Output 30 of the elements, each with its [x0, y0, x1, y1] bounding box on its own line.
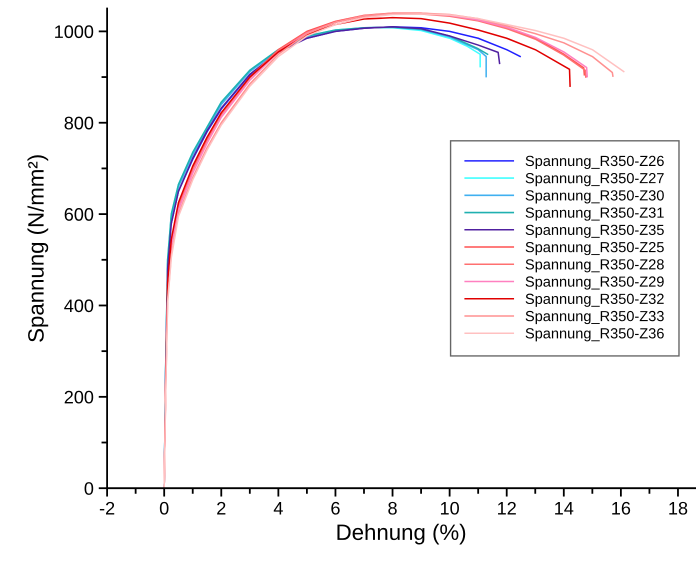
- legend-label: Spannung_R350-Z32: [526, 294, 664, 307]
- y-axis-title: Spannung (N/mm²): [27, 155, 48, 342]
- y-tick-label: 800: [64, 116, 94, 130]
- legend-label: Spannung_R350-Z33: [526, 310, 664, 324]
- x-tick-label: -2: [100, 502, 114, 514]
- y-tick-label: 1000: [55, 25, 94, 38]
- legend-label: Spannung_R350-Z25: [526, 242, 664, 256]
- legend-label: Spannung_R350-Z27: [526, 172, 664, 186]
- y-tick-label: 400: [64, 299, 94, 312]
- legend-label: Spannung_R350-Z31: [526, 207, 664, 221]
- x-tick-label: 16: [612, 502, 630, 515]
- legend-label: Spannung_R350-Z28: [526, 259, 664, 272]
- x-tick-label: 6: [331, 502, 340, 515]
- x-tick-label: 14: [555, 502, 574, 514]
- legend-label: Spannung_R350-Z29: [526, 276, 664, 290]
- y-tick-label: 0: [84, 482, 94, 495]
- y-tick-label: 600: [64, 208, 94, 221]
- y-tick-label: 200: [64, 390, 94, 404]
- legend-label: Spannung_R350-Z35: [526, 224, 664, 238]
- legend-label: Spannung_R350-Z36: [526, 328, 664, 342]
- x-tick-label: 2: [217, 502, 226, 514]
- x-tick-label: 8: [388, 502, 397, 515]
- legend-label: Spannung_R350-Z30: [526, 190, 664, 204]
- x-tick-label: 12: [498, 502, 516, 514]
- x-axis-title: Dehnung (%): [337, 524, 466, 544]
- legend-label: Spannung_R350-Z26: [526, 156, 664, 169]
- x-tick-label: 0: [160, 502, 168, 515]
- x-tick-label: 4: [274, 502, 283, 514]
- x-tick-label: 10: [440, 502, 459, 515]
- x-tick-label: 18: [669, 502, 688, 515]
